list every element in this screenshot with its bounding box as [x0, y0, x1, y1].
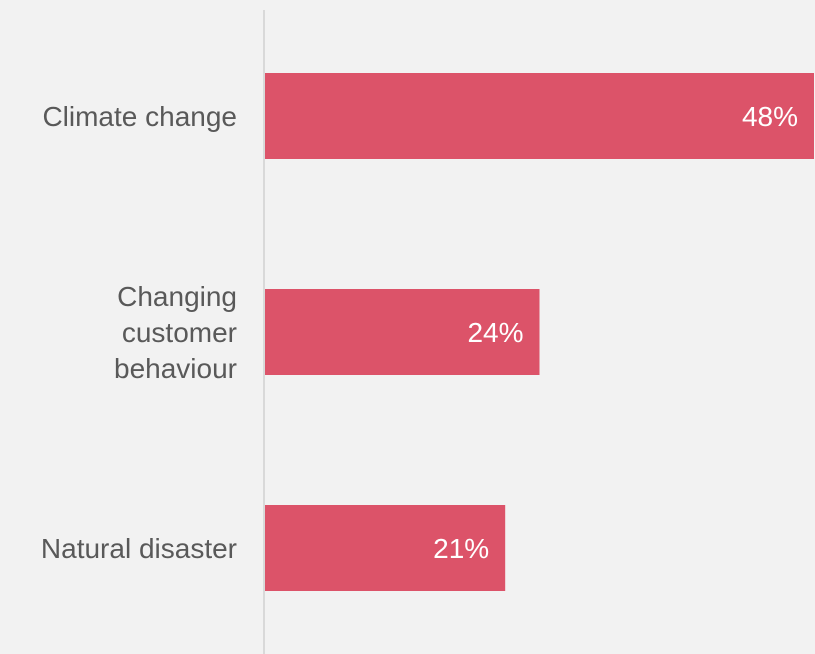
- bar-3: [265, 505, 506, 591]
- category-label-2-line-2: customer: [122, 317, 237, 348]
- value-label-3: 21%: [433, 533, 489, 564]
- category-label-1: Climate change: [42, 101, 237, 132]
- category-label-2-line-3: behaviour: [114, 353, 237, 384]
- bar-2: [265, 289, 540, 375]
- category-label-2-line-1: Changing: [117, 281, 237, 312]
- bar-1: [265, 73, 814, 159]
- labels-layer: 48% Climate change 24% Changing customer beha…: [41, 101, 798, 564]
- value-label-1: 48%: [742, 101, 798, 132]
- value-label-2: 24%: [467, 317, 523, 348]
- bars-layer: [265, 73, 814, 591]
- category-label-3: Natural disaster: [41, 533, 237, 564]
